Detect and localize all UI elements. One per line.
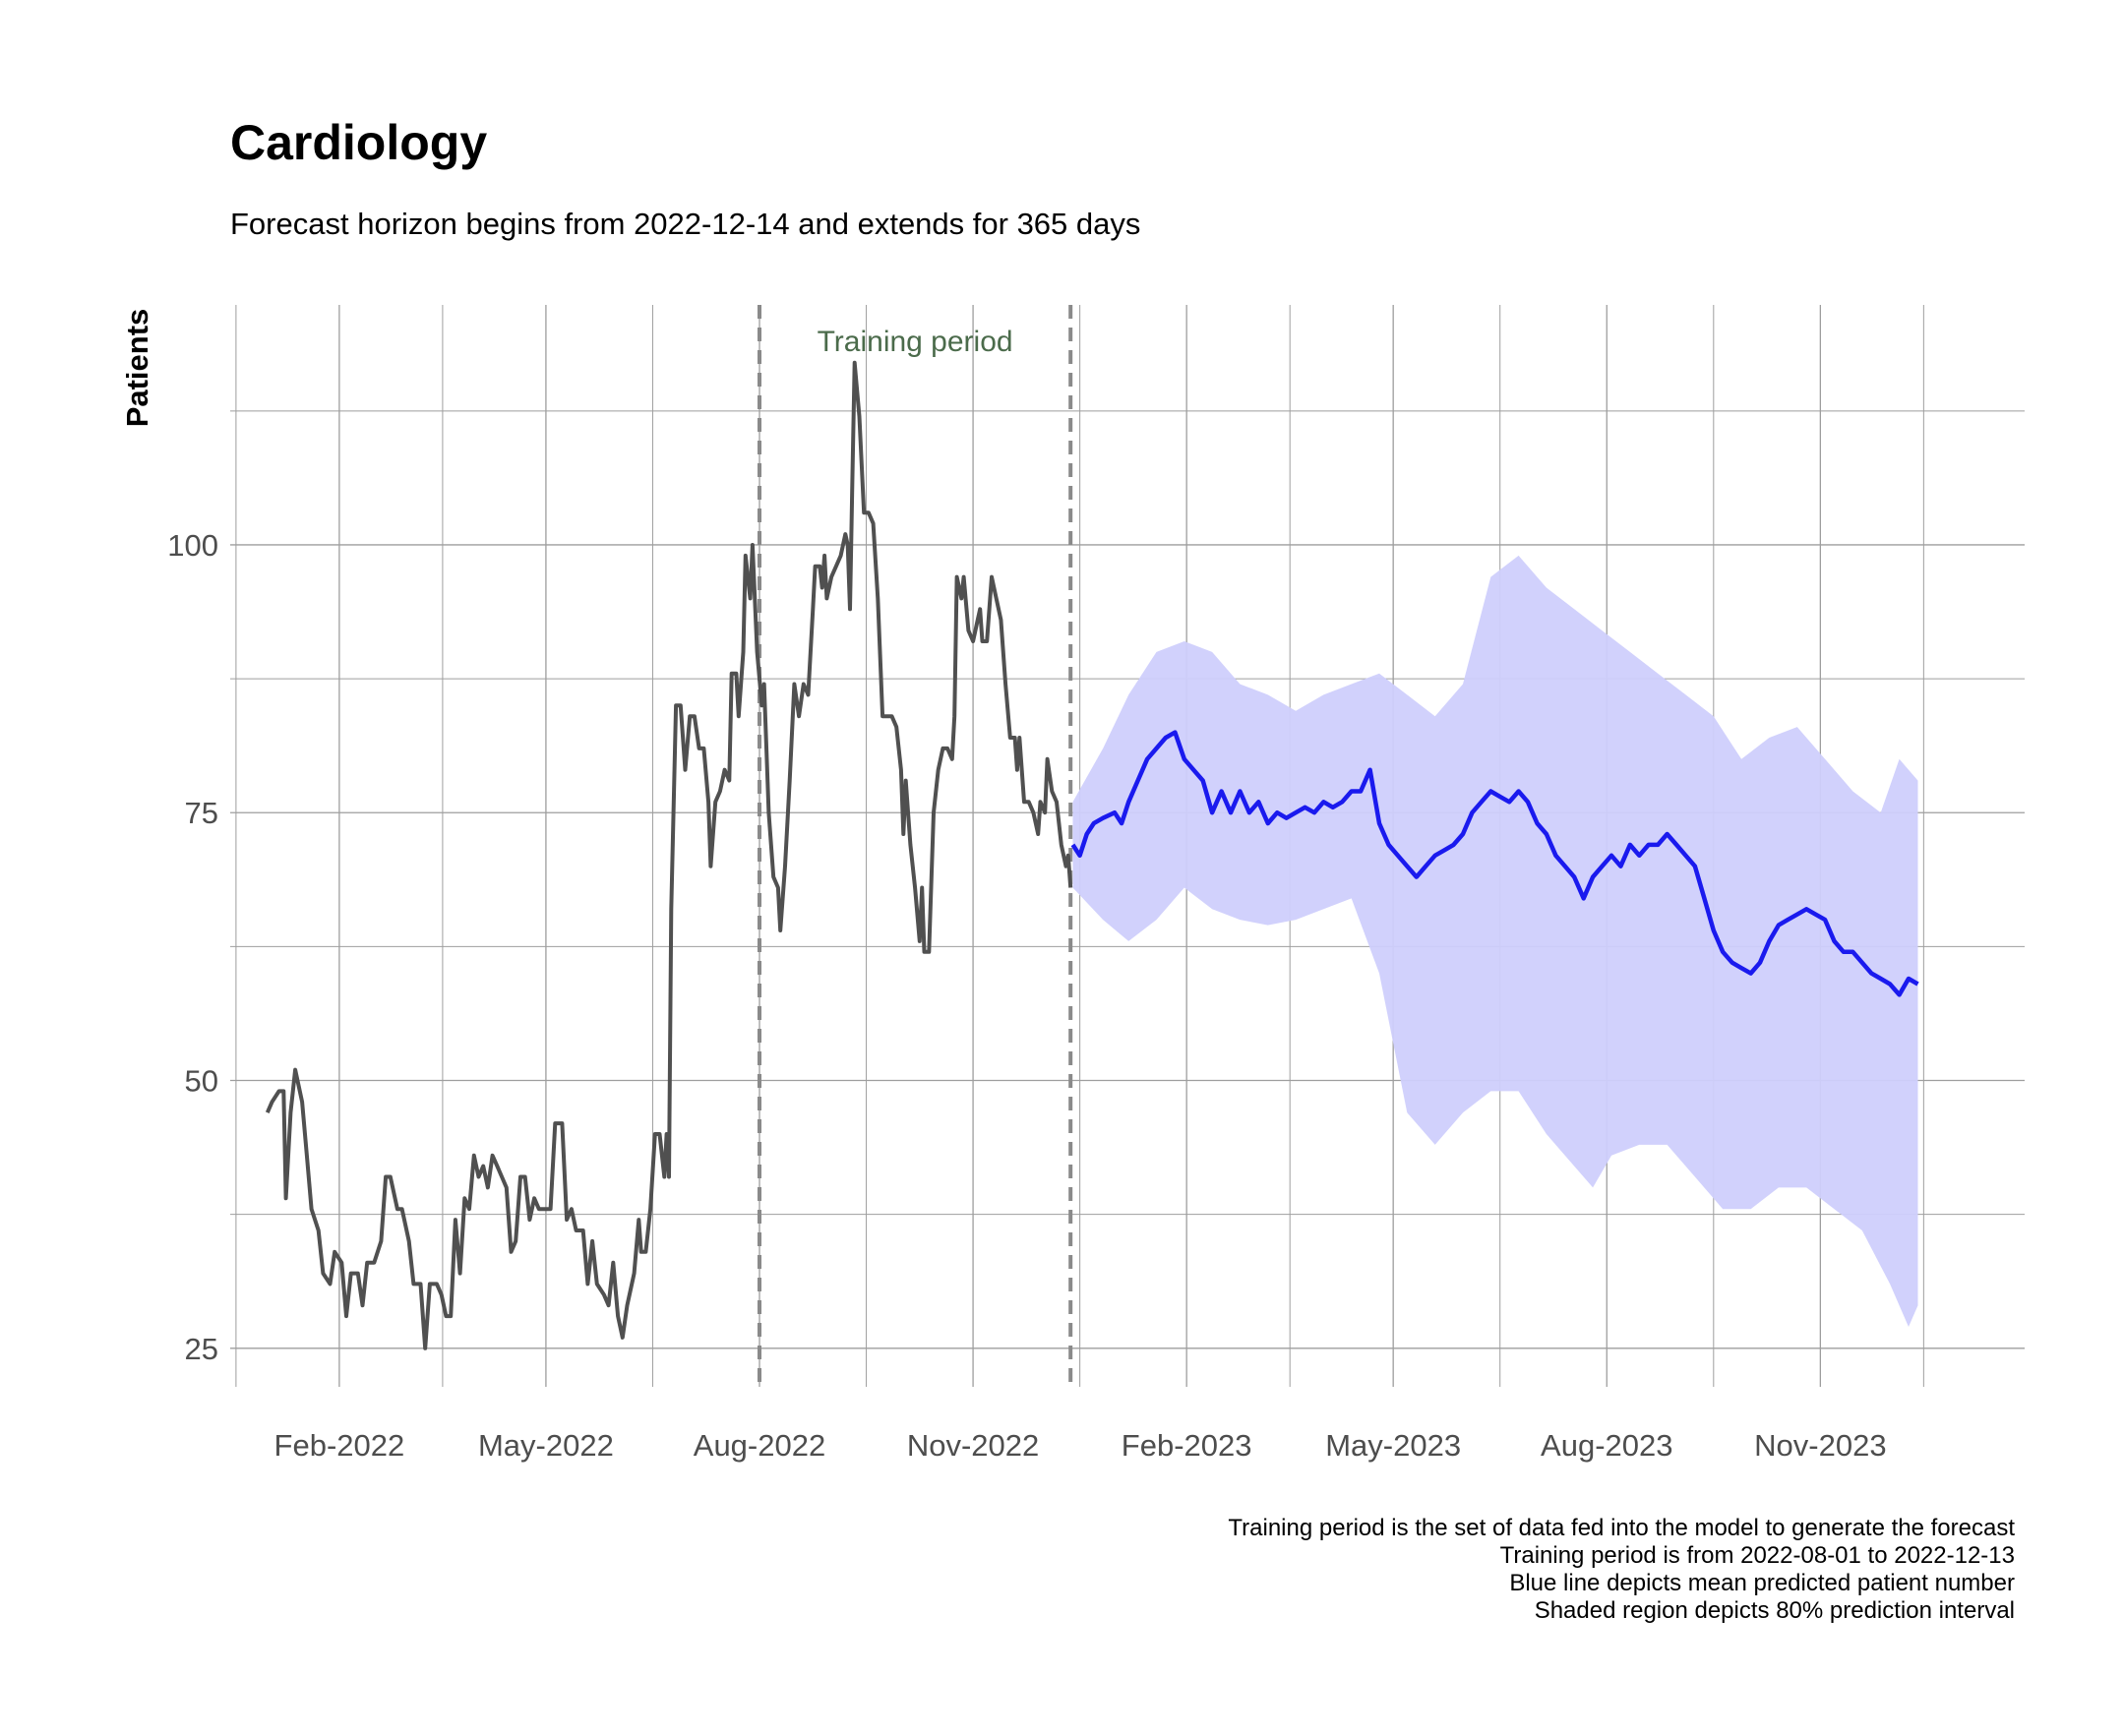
x-tick-label: Aug-2023 (1541, 1428, 1672, 1463)
x-tick-label: Nov-2023 (1754, 1428, 1886, 1463)
chart-title: Cardiology (230, 115, 488, 170)
axis-ticks: Feb-2022 May-2022 Aug-2022 Nov-2022 Feb-2023… (167, 528, 1886, 1463)
caption-line: Blue line depicts mean predicted patient… (1509, 1570, 2015, 1596)
x-tick-label: Aug-2022 (694, 1428, 825, 1463)
x-tick-label: May-2022 (478, 1428, 614, 1463)
y-tick-label: 25 (185, 1332, 218, 1366)
training-period-label: Training period (818, 326, 1013, 358)
x-tick-label: Nov-2022 (907, 1428, 1039, 1463)
prediction-interval (1072, 555, 1918, 1327)
caption-line: Training period is from 2022-08-01 to 20… (1499, 1542, 2015, 1569)
forecast-mean-line (1070, 730, 1919, 997)
x-tick-label: Feb-2022 (274, 1428, 405, 1463)
observed-patients-line (265, 360, 1073, 1350)
caption-line: Training period is the set of data fed i… (1228, 1515, 2015, 1541)
y-tick-label: 100 (167, 528, 218, 563)
annotations: Training period (818, 326, 1013, 358)
caption-line: Shaded region depicts 80% prediction int… (1534, 1597, 2015, 1624)
y-tick-label: 75 (185, 796, 218, 830)
prediction-interval-band (1072, 555, 1918, 1327)
training-period-markers (757, 305, 1073, 1387)
x-tick-label: Feb-2023 (1122, 1428, 1252, 1463)
chart-subtitle: Forecast horizon begins from 2022-12-14 … (230, 207, 1141, 241)
chart-caption: Training period is the set of data fed i… (834, 1515, 2015, 1625)
series-lines (265, 360, 1919, 1350)
y-tick-label: 50 (185, 1064, 218, 1099)
x-tick-label: May-2023 (1325, 1428, 1461, 1463)
